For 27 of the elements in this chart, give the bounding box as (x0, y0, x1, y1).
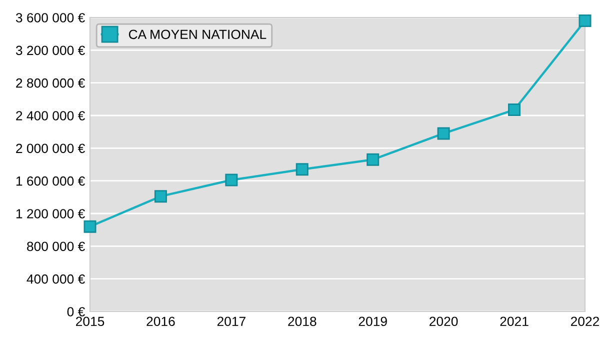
y-tick-label: 1 600 000 € (16, 176, 85, 186)
y-tick-label: 2 000 000 € (16, 144, 85, 154)
x-tick-label: 2020 (430, 316, 458, 326)
y-tick-label: 3 600 000 € (16, 13, 85, 22)
point (296, 163, 308, 176)
point (154, 190, 167, 203)
point (366, 153, 380, 166)
y-tick-label: 2 800 000 € (16, 78, 85, 88)
x-tick-label: 2017 (217, 316, 246, 326)
y-tick-label: 400 000 € (26, 274, 85, 284)
legend-label: CA MOYEN NATIONAL (128, 30, 266, 40)
point (578, 14, 592, 28)
x-tick-label: 2021 (500, 316, 528, 326)
x-tick-label: 2016 (146, 316, 175, 326)
x-tick-label: 2022 (570, 316, 600, 326)
point (508, 104, 521, 116)
point (84, 220, 96, 233)
x-tick-label: 2018 (288, 316, 316, 326)
point (437, 127, 450, 140)
y-tick-label: 1 200 000 € (16, 209, 85, 218)
y-tick-label: 3 200 000 € (16, 46, 85, 56)
y-tick-label: 800 000 € (27, 242, 85, 252)
x-tick-label: 2015 (76, 316, 104, 326)
y-tick-label: 0 € (67, 307, 85, 316)
point (225, 174, 238, 186)
x-tick-label: 2019 (358, 316, 387, 326)
y-tick-label: 2 400 000 € (16, 111, 85, 120)
